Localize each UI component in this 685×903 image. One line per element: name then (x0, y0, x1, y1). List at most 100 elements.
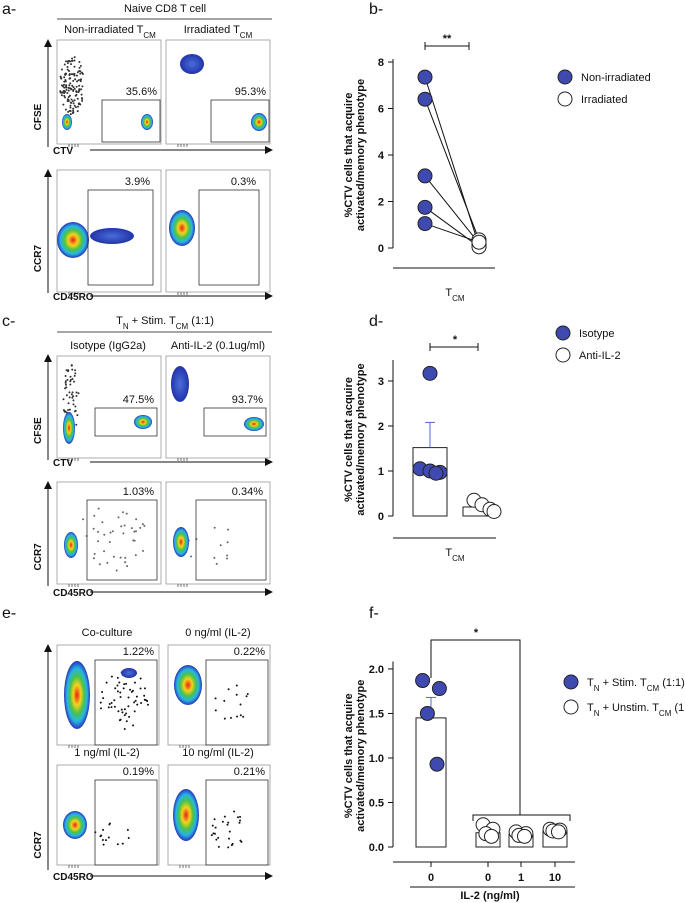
event-dot (73, 59, 76, 62)
gate-percentage: 1.03% (123, 486, 154, 498)
y-tick-label: 4 (378, 150, 385, 162)
data-point (417, 69, 433, 85)
event-dot (72, 102, 75, 105)
event-dot (74, 106, 77, 109)
event-dot (99, 835, 102, 838)
event-dot (143, 524, 146, 527)
subscript: N (594, 684, 600, 693)
event-dot (245, 695, 248, 698)
panel-title: Naive CD8 T cell (124, 3, 206, 15)
event-dot (65, 85, 68, 88)
event-dot (239, 815, 242, 818)
x-axis-label: IL-2 (ng/ml) (460, 890, 520, 902)
legend-marker (557, 69, 573, 85)
subscript: CM (659, 709, 672, 718)
event-dot (127, 705, 130, 708)
event-dot (115, 569, 118, 572)
significance: ** (443, 33, 452, 45)
gate-percentage: 35.6% (126, 86, 157, 98)
event-dot (76, 97, 79, 100)
event-dot (123, 524, 126, 527)
event-dot (66, 91, 69, 94)
event-dot (110, 706, 113, 709)
event-dot (64, 387, 67, 390)
event-dot (66, 68, 69, 71)
gate (86, 499, 158, 581)
event-dot (64, 72, 67, 75)
density-blob (64, 532, 78, 558)
event-dot (102, 843, 105, 846)
density-blob (90, 228, 134, 244)
event-dot (103, 550, 106, 553)
event-dot (219, 544, 222, 547)
event-dot (64, 80, 67, 83)
event-dot (239, 714, 242, 717)
event-dot (235, 684, 238, 687)
event-dot (62, 398, 65, 401)
subscript: CM (647, 684, 660, 693)
event-dot (65, 88, 68, 91)
event-dot (79, 72, 82, 75)
gate-percentage: 47.5% (123, 394, 154, 406)
legend-marker (563, 699, 579, 715)
event-dot (66, 62, 69, 65)
event-dot (221, 820, 224, 823)
event-dot (64, 96, 67, 99)
event-dot (103, 533, 106, 536)
event-dot (133, 710, 136, 713)
event-dot (62, 409, 65, 412)
text-part: (1:1) (671, 702, 685, 714)
event-dot (71, 368, 74, 371)
event-dot (213, 526, 216, 529)
data-point (422, 365, 438, 381)
event-dot (228, 830, 231, 833)
data-point (417, 216, 433, 232)
y-axis-label: CFSE (33, 103, 44, 130)
event-dot (242, 715, 245, 718)
event-dot (60, 68, 63, 71)
event-dot (212, 832, 215, 835)
event-dot (227, 821, 230, 824)
event-dot (125, 712, 128, 715)
panel-label: a- (2, 1, 16, 18)
event-dot (69, 380, 72, 383)
data-point (417, 91, 433, 107)
x-axis-label: CD45RO (53, 292, 94, 303)
text-part: (1:1) (188, 315, 214, 327)
bar (412, 447, 448, 517)
y-axis-label: activated/memory phenotype (355, 680, 367, 832)
plot-title: 0 ng/ml (IL-2) (185, 627, 250, 639)
event-dot (215, 562, 218, 565)
subscript: N (123, 322, 129, 331)
significance: * (474, 627, 479, 639)
y-tick-label: 3 (378, 376, 384, 388)
event-dot (69, 104, 72, 107)
legend-label: Anti-IL-2 (579, 350, 621, 362)
event-dot (80, 78, 83, 81)
panel-label: c- (2, 313, 15, 330)
event-dot (92, 527, 95, 530)
event-dot (229, 716, 232, 719)
subscript: CM (176, 322, 189, 331)
event-dot (108, 823, 111, 826)
event-dot (77, 102, 80, 105)
y-tick-label: 0 (378, 511, 384, 523)
event-dot (69, 82, 72, 85)
event-dot (131, 689, 134, 692)
event-dot (111, 530, 114, 533)
y-tick-label: 2 (378, 197, 384, 209)
event-dot (126, 828, 129, 831)
y-axis-label: activated/memory phenotype (355, 363, 367, 515)
event-dot (68, 72, 71, 75)
event-dot (75, 74, 78, 77)
event-dot (60, 84, 63, 87)
panel-label: b- (369, 1, 383, 18)
category-label: TCM (445, 287, 465, 303)
gate-percentage: 0.34% (232, 486, 263, 498)
event-dot (121, 511, 124, 514)
event-dot (65, 394, 68, 397)
density-blob (134, 415, 152, 429)
event-dot (146, 700, 149, 703)
event-dot (122, 532, 125, 535)
event-dot (101, 521, 104, 524)
